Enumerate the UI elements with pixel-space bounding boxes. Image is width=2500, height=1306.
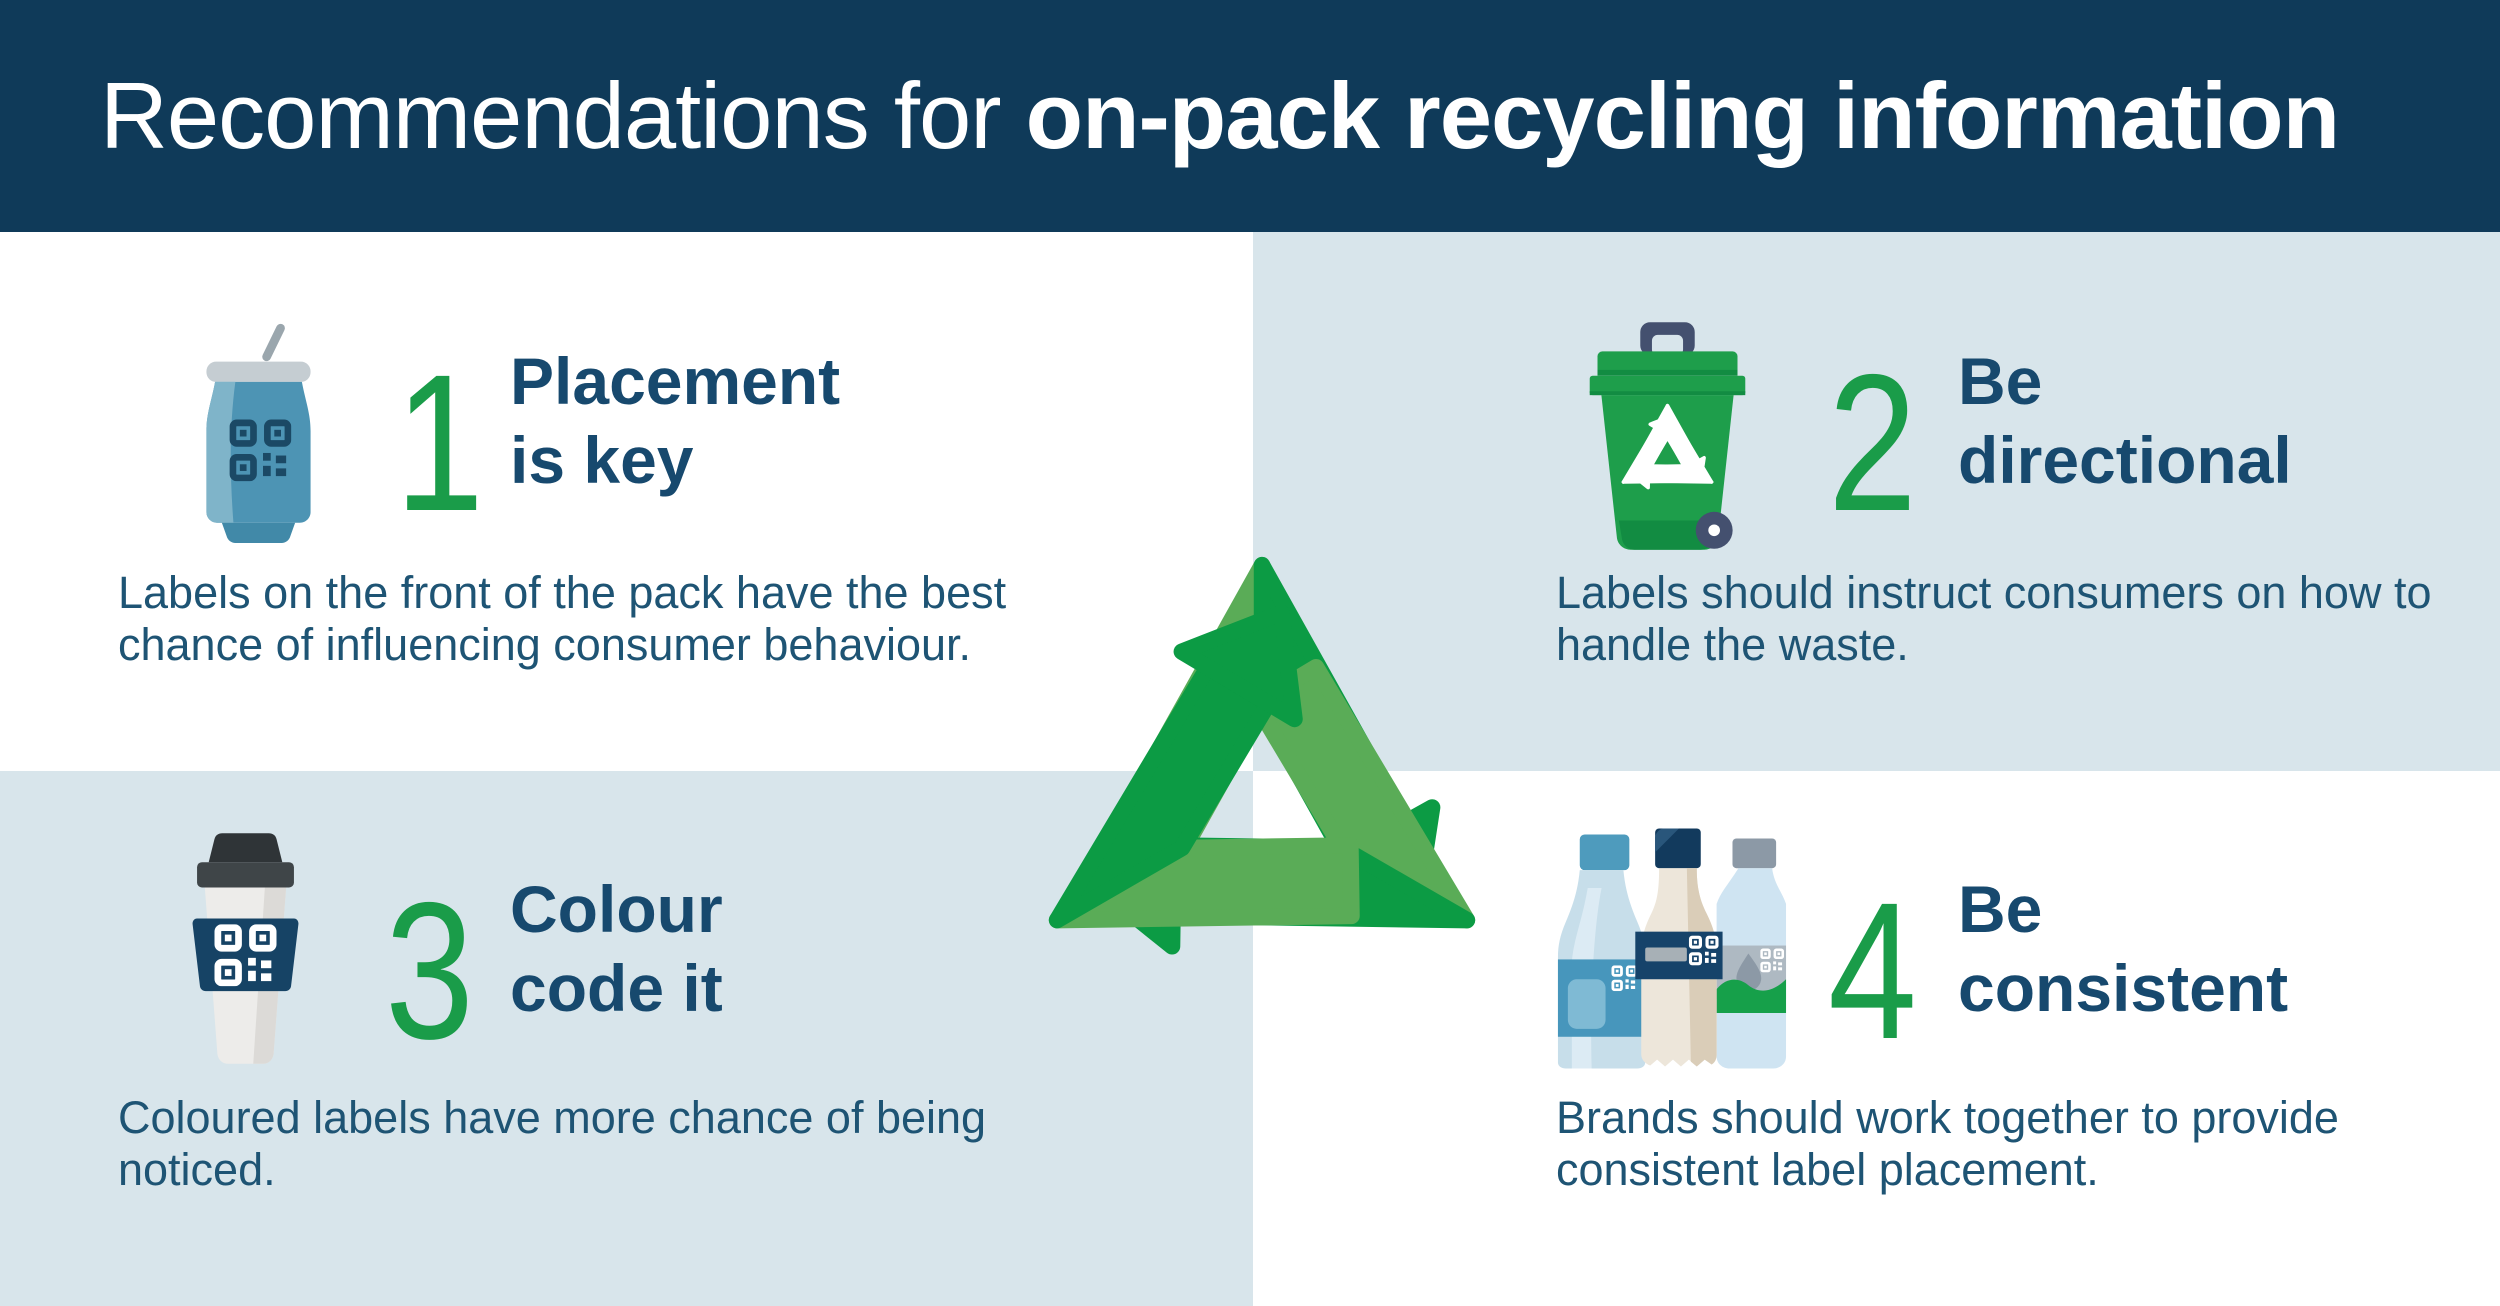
- coffee-cup-icon: [192, 833, 299, 1064]
- step-heading: Be consistent: [1958, 872, 2289, 1025]
- page-title-bold: on-pack recycling information: [1025, 63, 2340, 168]
- header-banner: Recommendations for on-pack recycling in…: [0, 0, 2500, 232]
- quadrant-2-directional: 2 Be directional Labels should instruct c…: [1253, 232, 2500, 771]
- page-title-regular: Recommendations for: [100, 63, 1026, 168]
- step-number: 3: [385, 862, 474, 1080]
- bottle-left: [1557, 834, 1646, 1069]
- recycling-bin-icon: [1589, 322, 1746, 550]
- quadrant-3-colour-code: 3 Colour code it Coloured labels have mor…: [0, 771, 1253, 1306]
- plastic-bottles-icon: [1557, 828, 1787, 1069]
- step-number: 1: [395, 334, 484, 552]
- step-description: Labels on the front of the pack have the…: [118, 567, 1007, 670]
- step-number: 2: [1828, 334, 1917, 552]
- bottle-right: [1716, 838, 1787, 1069]
- bottle-middle: [1635, 828, 1723, 1067]
- quadrant-1-placement: 1 Placement is key Labels on the front of…: [0, 232, 1253, 771]
- step-heading: Colour code it: [510, 872, 723, 1025]
- recycling-arrows-icon: [1027, 548, 1497, 1018]
- page-title: Recommendations for on-pack recycling in…: [100, 62, 2340, 170]
- step-number: 4: [1828, 862, 1917, 1080]
- step-description: Labels should instruct consumers on how …: [1556, 567, 2432, 670]
- step-description: Brands should work together to provide co…: [1556, 1092, 2339, 1195]
- step-heading: Be directional: [1958, 344, 2292, 497]
- step-heading: Placement is key: [510, 344, 841, 497]
- drink-can-icon: [206, 323, 311, 543]
- step-description: Coloured labels have more chance of bein…: [118, 1092, 987, 1195]
- quadrant-4-consistent: 4 Be consistent Brands should work togeth…: [1253, 771, 2500, 1306]
